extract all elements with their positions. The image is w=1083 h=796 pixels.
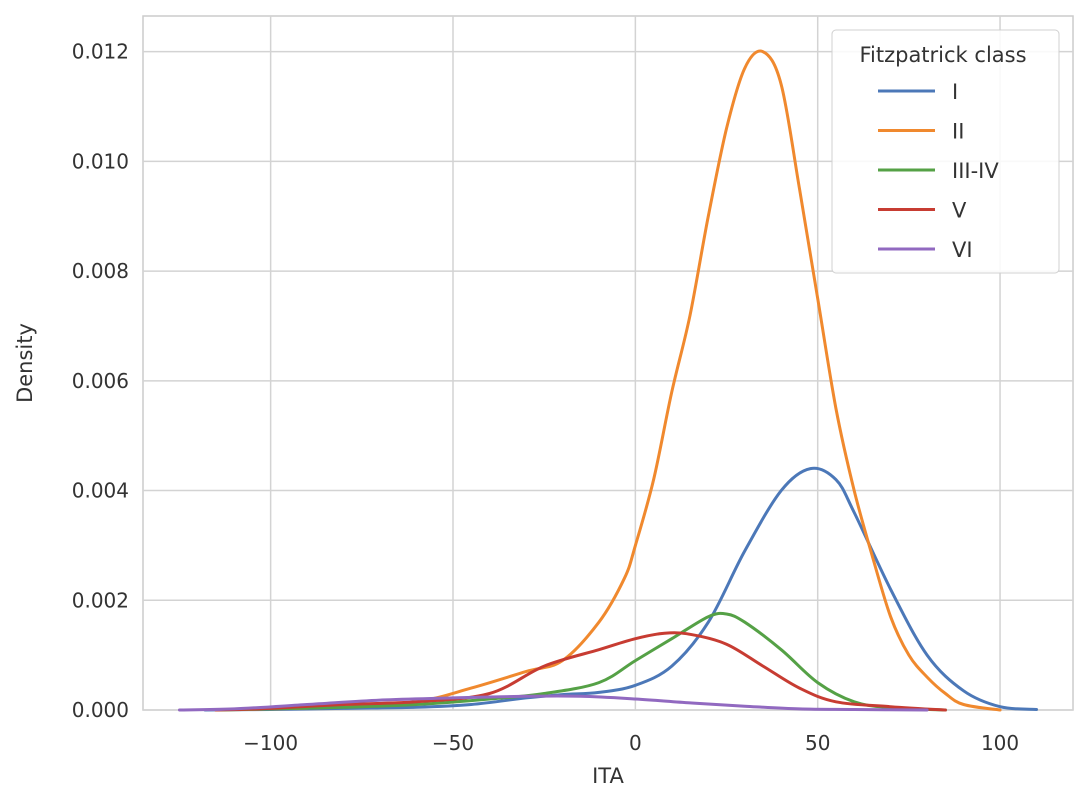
series-line-i [203,466,1038,712]
y-tick-label: 0.002 [72,588,129,612]
series-line-vi [178,694,929,712]
legend-label-i: I [952,80,958,104]
tick-labels: −100 −50 0 50 100 0.000 0.002 0.004 0.006 0.008 0.… [72,40,1019,755]
y-tick-label: 0.010 [72,149,129,173]
legend-label-vi: VI [952,238,973,262]
series-line-iii-iv [214,611,947,712]
y-tick-label: 0.004 [72,479,129,503]
x-tick-label: −100 [243,731,298,755]
x-axis-label: ITA [592,764,624,788]
legend-label-ii: II [952,120,964,144]
y-tick-label: 0.008 [72,259,129,283]
series-lines [178,49,1038,712]
legend-title: Fitzpatrick class [859,43,1026,67]
x-tick-label: 100 [981,731,1019,755]
y-axis-label: Density [13,323,37,403]
y-tick-label: 0.000 [72,698,129,722]
series-line-ii [214,49,1002,712]
y-tick-label: 0.012 [72,40,129,64]
y-tick-label: 0.006 [72,369,129,393]
x-tick-label: −50 [432,731,474,755]
series-line-v [214,631,947,712]
legend-label-v: V [952,199,967,223]
x-tick-label: 0 [629,731,642,755]
x-tick-label: 50 [805,731,830,755]
legend-label-iii-iv: III-IV [952,159,999,183]
